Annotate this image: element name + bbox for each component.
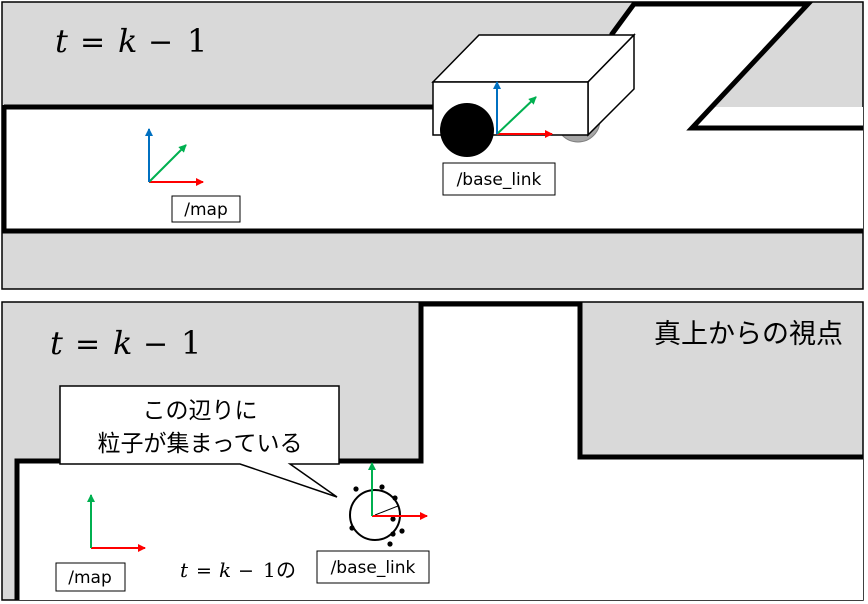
top-time-minus: − [148, 25, 173, 60]
top-base-link-y-axis [496, 96, 537, 135]
bottom-time-minus: − [143, 327, 168, 362]
robot-heading-line [374, 505, 399, 516]
bottom-wall [14, 301, 863, 600]
prefix-suffix: の [276, 558, 296, 582]
prefix-minus: − [238, 560, 254, 582]
top-panel: /map /base_link t = k − 1 [1, 1, 864, 290]
particle [349, 525, 355, 531]
prefix-one: 1 [263, 558, 276, 582]
prefix-k: k [219, 558, 231, 582]
bottom-map-axes [87, 494, 146, 552]
bottom-time-k: k [113, 324, 132, 362]
top-map-y-axis [148, 144, 187, 183]
top-time-label: t = k − 1 [55, 22, 207, 60]
top-map-label: /map [184, 200, 228, 220]
prefix-eq: = [196, 560, 212, 582]
bottom-time-label: t = k − 1 [50, 324, 201, 362]
particle [353, 486, 359, 492]
callout-line-2: 粒子が集まっている [98, 431, 303, 457]
callout-bubble [59, 385, 340, 498]
bottom-map-label-box: /map [55, 562, 126, 592]
particle [392, 495, 398, 501]
particle [379, 484, 385, 490]
top-time-t: t [55, 22, 68, 60]
bottom-base-link-axes [368, 462, 428, 520]
bottom-base-link-label: /base_link [331, 558, 416, 578]
top-time-one: 1 [187, 22, 207, 60]
callout-line-1: この辺りに [143, 398, 258, 424]
top-base-link-label: /base_link [457, 170, 542, 190]
bottom-map-label: /map [68, 568, 112, 588]
top-map-axes [145, 128, 204, 186]
robot-front-wheel [440, 103, 494, 157]
particle-cloud [349, 484, 405, 547]
particle [390, 516, 396, 522]
robot-3d [431, 33, 636, 157]
particle [387, 541, 393, 547]
bottom-time-one: 1 [181, 324, 201, 362]
top-base-link-label-box: /base_link [442, 162, 556, 196]
bottom-time-t: t [50, 324, 63, 362]
base-link-time-prefix: t = k − 1 の [180, 558, 296, 582]
top-map-label-box: /map [171, 195, 241, 223]
prefix-t: t [180, 558, 189, 582]
view-caption: 真上からの視点 [654, 319, 843, 350]
bottom-panel: この辺りに 粒子が集まっている 真上からの視点 /map /base_link … [1, 301, 864, 601]
top-diagonal-passage [612, 4, 808, 126]
top-base-link-axes [493, 81, 553, 138]
particle-callout: この辺りに 粒子が集まっている [59, 385, 340, 498]
top-time-k: k [118, 22, 137, 60]
bottom-time-eq: = [75, 327, 100, 362]
particle [390, 531, 396, 537]
bottom-free-space [17, 304, 863, 600]
bottom-base-link-label-box: /base_link [316, 550, 430, 584]
top-time-eq: = [80, 25, 105, 60]
particle [399, 528, 405, 534]
